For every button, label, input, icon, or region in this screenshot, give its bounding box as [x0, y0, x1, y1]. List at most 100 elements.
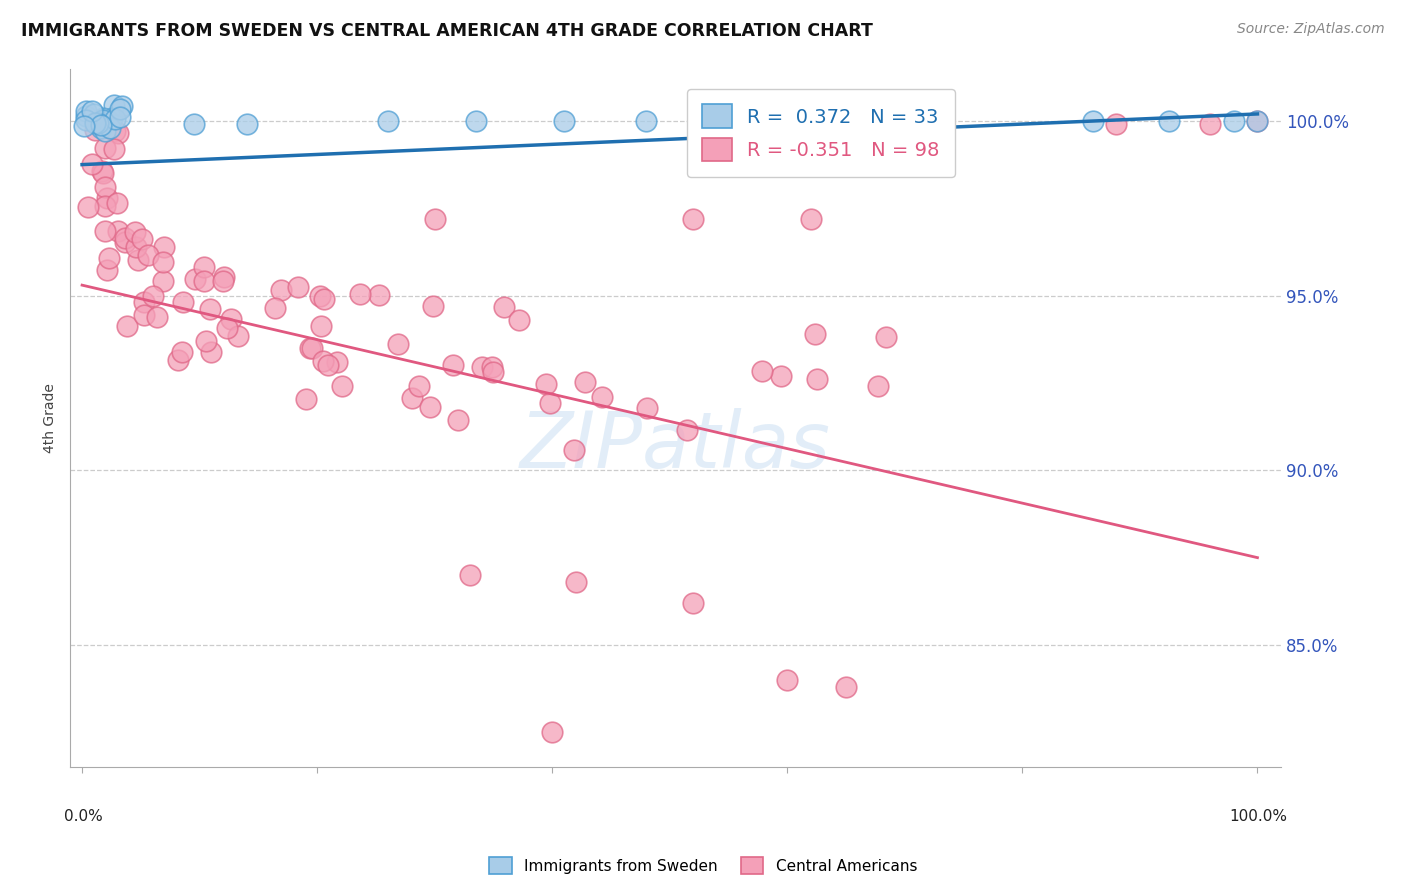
Point	[553, 114, 575, 128]
Point	[219, 312, 242, 326]
Point	[447, 413, 470, 427]
Point	[91, 164, 114, 178]
Point	[115, 319, 138, 334]
Point	[104, 112, 127, 127]
Point	[183, 117, 205, 131]
Text: 100.0%: 100.0%	[1229, 809, 1286, 824]
Point	[152, 254, 174, 268]
Point	[562, 442, 585, 457]
Point	[131, 232, 153, 246]
Point	[103, 98, 125, 112]
Point	[103, 142, 125, 156]
Point	[636, 401, 658, 416]
Point	[184, 271, 207, 285]
Point	[142, 289, 165, 303]
Point	[114, 235, 136, 249]
Point	[90, 120, 112, 135]
Point	[83, 116, 105, 130]
Point	[77, 200, 100, 214]
Point	[1159, 114, 1181, 128]
Point	[1246, 114, 1268, 128]
Point	[91, 113, 114, 128]
Point	[1105, 117, 1128, 131]
Point	[1246, 114, 1268, 128]
Point	[73, 120, 96, 134]
Point	[866, 379, 889, 393]
Point	[636, 114, 658, 128]
Point	[107, 224, 129, 238]
Point	[110, 110, 132, 124]
Point	[482, 365, 505, 379]
Point	[312, 353, 335, 368]
Point	[806, 371, 828, 385]
Point	[682, 211, 704, 226]
Point	[309, 289, 332, 303]
Point	[134, 308, 156, 322]
Point	[125, 240, 148, 254]
Point	[301, 341, 323, 355]
Point	[94, 224, 117, 238]
Point	[75, 104, 97, 119]
Point	[193, 260, 215, 274]
Point	[111, 99, 134, 113]
Point	[198, 301, 221, 316]
Point	[312, 292, 335, 306]
Point	[295, 392, 318, 406]
Point	[75, 109, 97, 123]
Point	[153, 240, 176, 254]
Point	[136, 248, 159, 262]
Point	[591, 390, 613, 404]
Point	[875, 330, 897, 344]
Point	[172, 294, 194, 309]
Point	[94, 141, 117, 155]
Point	[91, 166, 114, 180]
Point	[800, 211, 823, 226]
Point	[166, 352, 188, 367]
Point	[127, 252, 149, 267]
Point	[917, 114, 939, 128]
Point	[419, 400, 441, 414]
Point	[326, 355, 349, 369]
Point	[200, 345, 222, 359]
Point	[804, 327, 827, 342]
Legend: Immigrants from Sweden, Central Americans: Immigrants from Sweden, Central American…	[482, 851, 924, 880]
Point	[263, 301, 285, 315]
Text: Source: ZipAtlas.com: Source: ZipAtlas.com	[1237, 22, 1385, 37]
Point	[835, 680, 858, 694]
Point	[823, 114, 845, 128]
Point	[464, 114, 486, 128]
Point	[104, 124, 127, 138]
Point	[195, 334, 218, 349]
Point	[105, 196, 128, 211]
Point	[212, 269, 235, 284]
Point	[309, 318, 332, 333]
Point	[108, 102, 131, 116]
Point	[441, 358, 464, 372]
Point	[574, 376, 596, 390]
Point	[387, 337, 409, 351]
Text: 0.0%: 0.0%	[65, 809, 103, 824]
Point	[98, 251, 121, 265]
Point	[368, 287, 391, 301]
Point	[682, 596, 704, 610]
Point	[87, 116, 110, 130]
Point	[94, 198, 117, 212]
Point	[349, 286, 371, 301]
Point	[423, 211, 446, 226]
Point	[316, 358, 339, 372]
Point	[75, 112, 97, 127]
Point	[770, 369, 793, 384]
Point	[217, 320, 239, 334]
Point	[481, 359, 503, 374]
Point	[96, 190, 118, 204]
Point	[776, 673, 799, 687]
Point	[377, 114, 399, 128]
Point	[226, 329, 249, 343]
Point	[422, 299, 444, 313]
Point	[270, 283, 292, 297]
Point	[1199, 117, 1222, 131]
Y-axis label: 4th Grade: 4th Grade	[44, 383, 58, 453]
Point	[676, 423, 699, 437]
Point	[1081, 114, 1104, 128]
Legend: R =  0.372   N = 33, R = -0.351   N = 98: R = 0.372 N = 33, R = -0.351 N = 98	[686, 88, 955, 177]
